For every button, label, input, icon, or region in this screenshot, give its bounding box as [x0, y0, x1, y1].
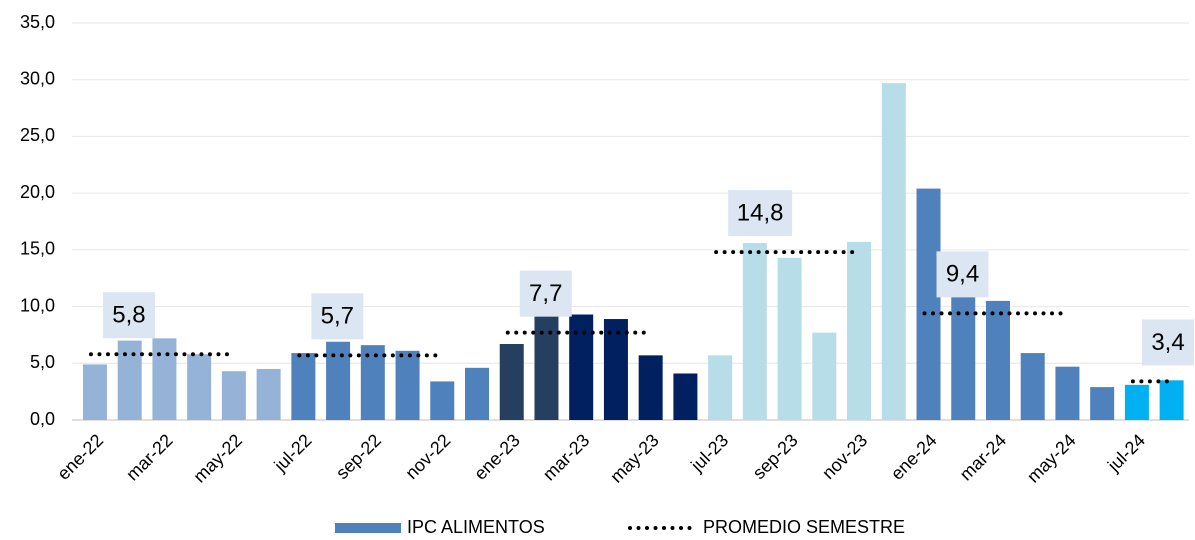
value-label: 9,4: [946, 261, 979, 288]
bar: [152, 338, 177, 420]
value-label-box: [728, 190, 793, 237]
x-tick-label: jul-23: [686, 430, 732, 476]
x-tick-label: sep-22: [332, 430, 385, 483]
value-label: 7,7: [529, 280, 562, 307]
bar: [430, 381, 455, 420]
bar: [569, 314, 594, 420]
y-tick-label: 30,0: [20, 68, 55, 88]
x-tick-label: mar-22: [122, 430, 176, 484]
value-label-box: [519, 270, 572, 317]
x-tick-label: sep-23: [749, 430, 802, 483]
bar: [603, 319, 628, 420]
x-tick-label: ene-23: [470, 430, 524, 484]
bar: [82, 364, 107, 420]
value-label: 14,8: [737, 199, 784, 226]
bar: [985, 300, 1010, 420]
bar: [1159, 380, 1184, 420]
y-tick-label: 10,0: [20, 295, 55, 315]
bar: [638, 355, 663, 420]
x-tick-label: ene-22: [53, 430, 107, 484]
bar: [534, 308, 559, 420]
bar: [291, 353, 316, 420]
y-tick-label: 35,0: [20, 12, 55, 32]
bar: [916, 188, 941, 420]
y-tick-label: 0,0: [30, 409, 55, 429]
bar: [326, 341, 351, 420]
bar: [812, 332, 837, 420]
x-tick-label: mar-24: [956, 430, 1010, 484]
y-tick-label: 25,0: [20, 125, 55, 145]
bar: [1124, 384, 1149, 420]
x-tick-label: may-24: [1023, 430, 1080, 487]
y-tick-label: 5,0: [30, 352, 55, 372]
x-tick-label: nov-22: [401, 430, 454, 483]
bar: [708, 355, 733, 420]
x-tick-label: mar-23: [539, 430, 593, 484]
bar: [395, 350, 420, 420]
x-tick-label: ene-24: [887, 430, 941, 484]
x-tick-label: jul-22: [270, 430, 316, 476]
value-label-box: [311, 293, 364, 340]
bar: [742, 243, 767, 420]
x-tick-label: jul-24: [1103, 430, 1149, 476]
value-label-box: [1142, 319, 1194, 366]
bar: [847, 241, 872, 420]
bar: [1055, 366, 1080, 420]
bar: [465, 367, 490, 420]
x-tick-label: may-23: [606, 430, 663, 487]
bar: [117, 340, 142, 420]
bar: [360, 345, 385, 420]
bar: [951, 286, 976, 420]
bar: [187, 354, 212, 420]
bar: [256, 368, 281, 420]
y-tick-label: 20,0: [20, 182, 55, 202]
y-tick-label: 15,0: [20, 239, 55, 259]
bar: [673, 373, 698, 420]
bar: [1090, 387, 1115, 420]
value-label: 5,8: [112, 302, 145, 329]
legend-swatch: [335, 523, 401, 533]
value-label: 5,7: [321, 303, 354, 330]
bar: [1020, 353, 1045, 420]
legend-label: PROMEDIO SEMESTRE: [703, 517, 905, 537]
bar: [499, 344, 524, 420]
value-label-box: [102, 292, 155, 339]
legend-label: IPC ALIMENTOS: [407, 517, 545, 537]
x-tick-label: may-22: [189, 430, 246, 487]
bar: [221, 371, 246, 420]
bar: [777, 257, 802, 420]
value-label: 3,4: [1151, 329, 1184, 356]
x-tick-label: nov-23: [818, 430, 871, 483]
bar: [881, 83, 906, 421]
value-label-box: [936, 251, 989, 298]
